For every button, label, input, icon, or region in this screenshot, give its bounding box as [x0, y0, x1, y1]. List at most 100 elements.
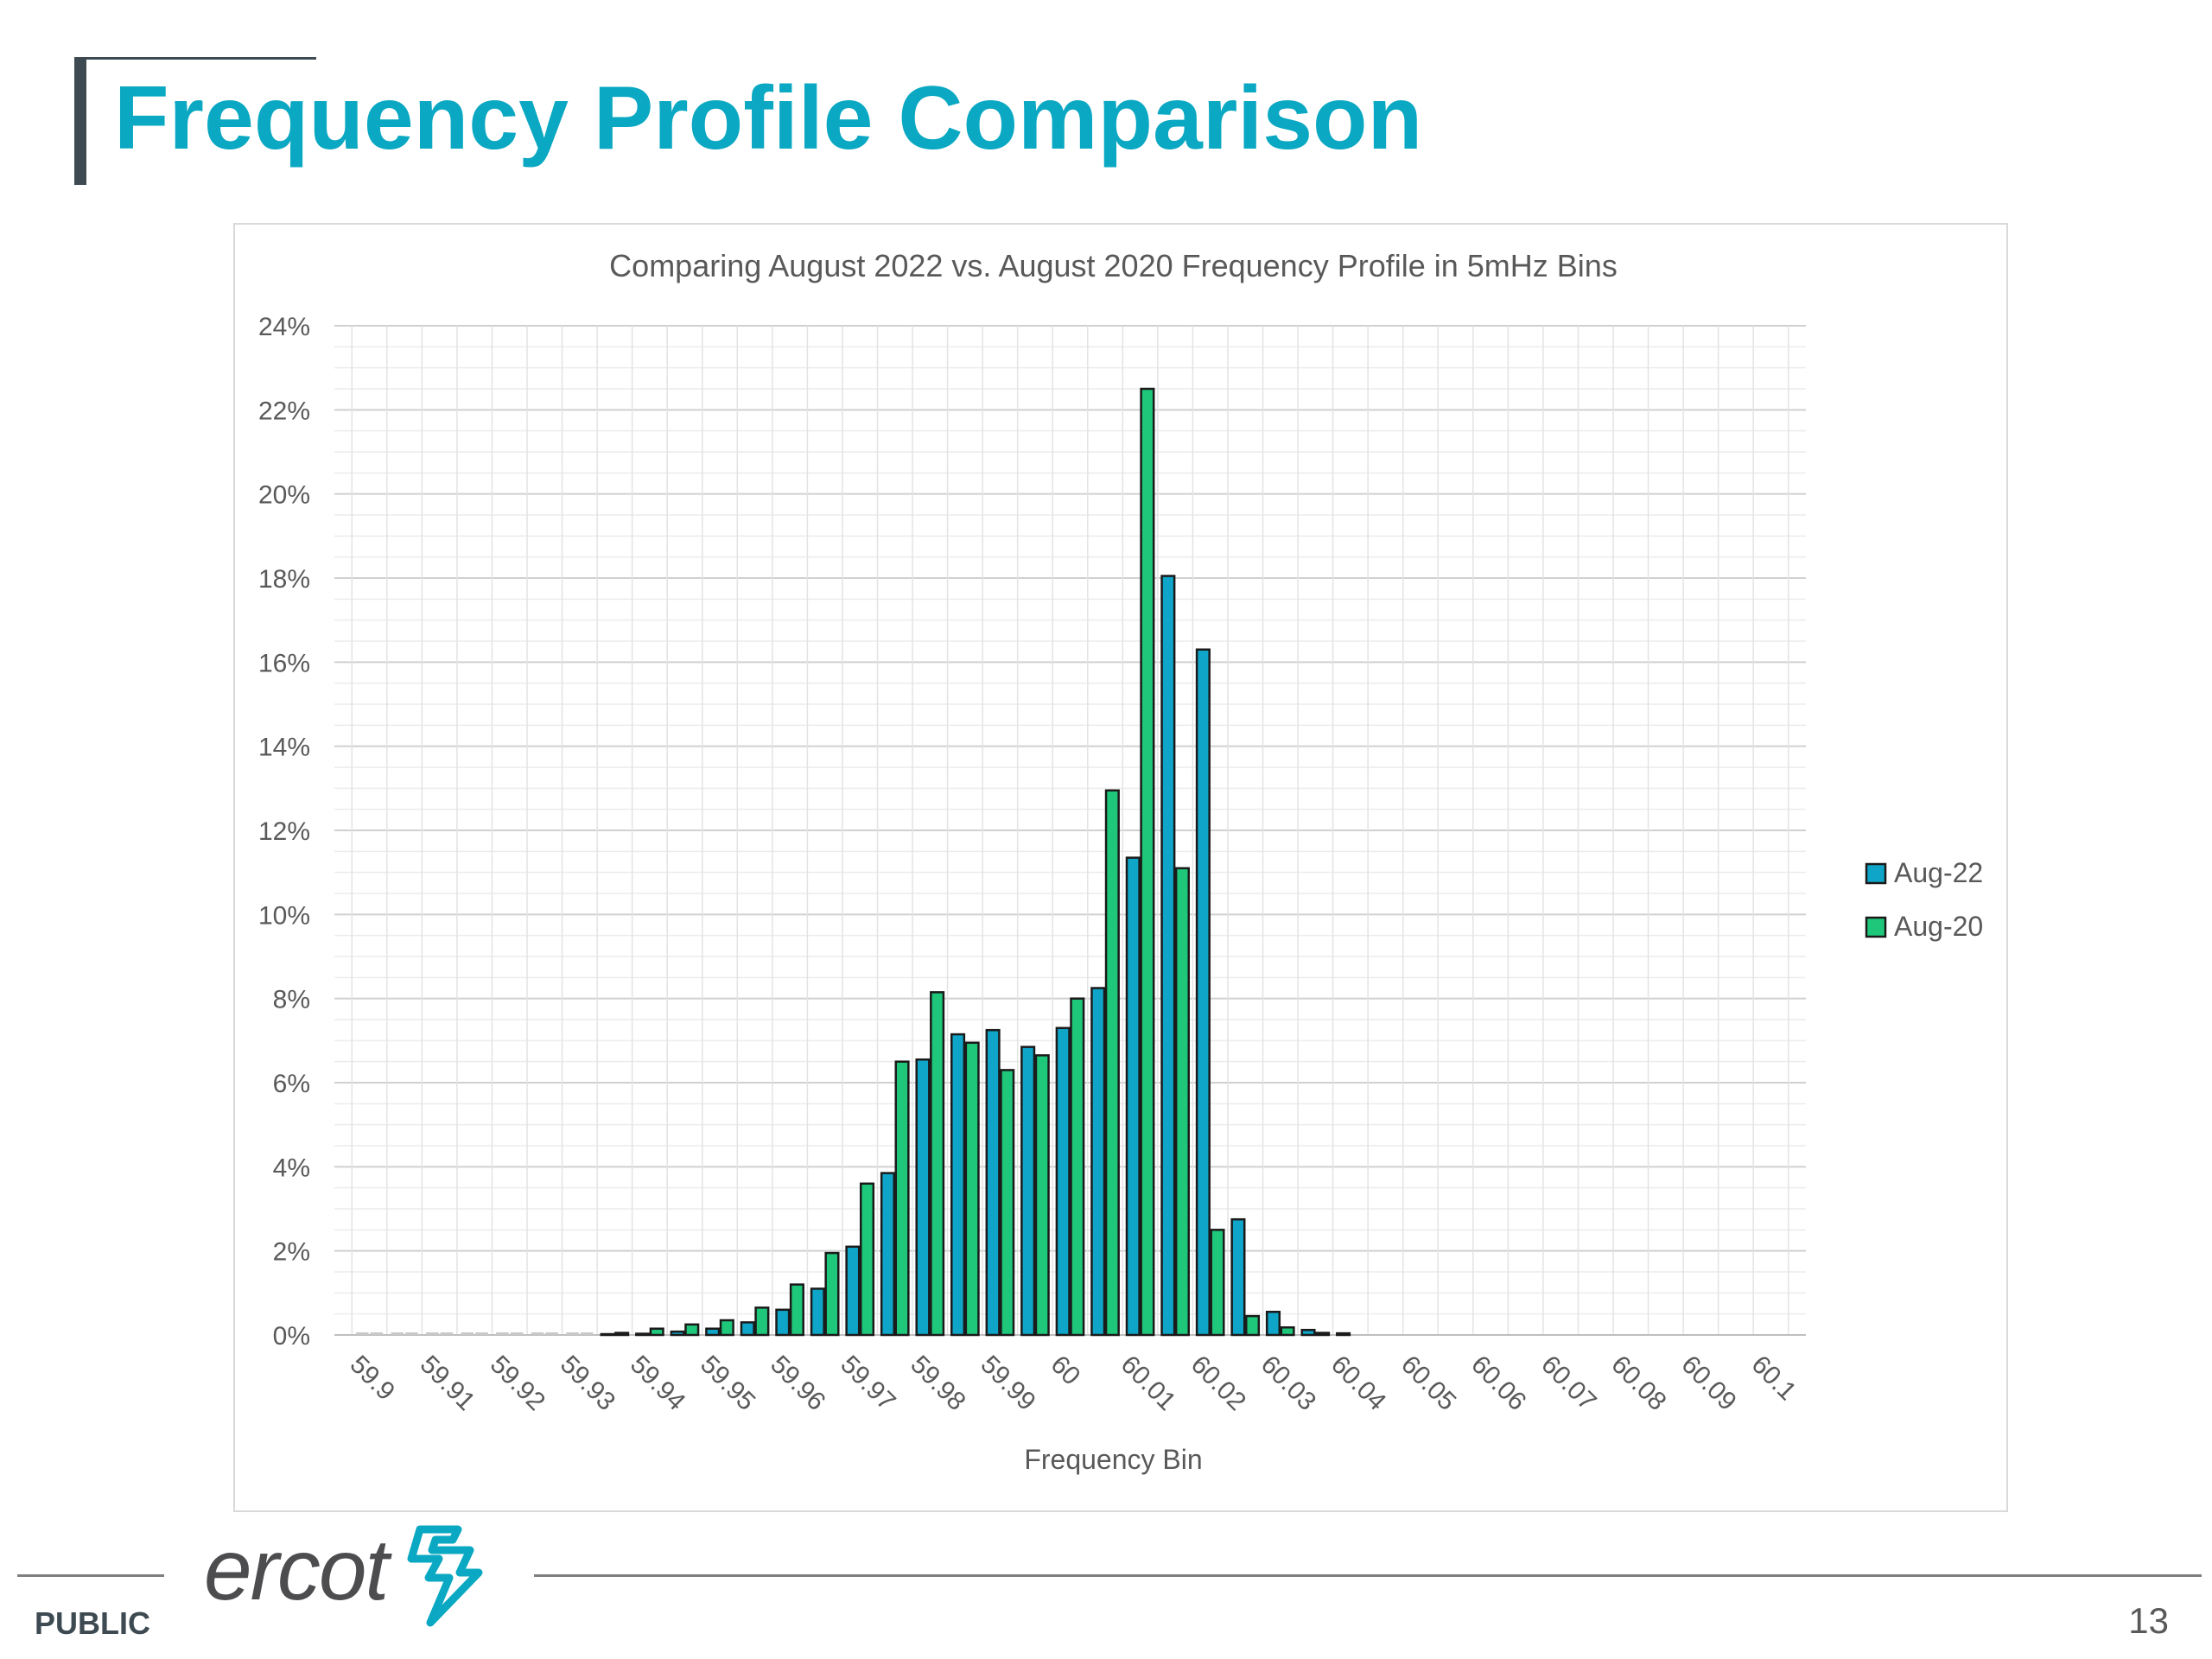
y-tick-label: 8% — [273, 986, 310, 1014]
chart-frame: 0% 2% 4% 6% 8% 10% 12% 14% 16% 18% 20% 22% 24% 59.9 59… — [233, 223, 2008, 1512]
bar-aug-20 — [545, 1332, 558, 1335]
bar-aug-22 — [355, 1332, 369, 1335]
title-accent-bar — [74, 57, 86, 185]
bar-aug-20 — [1070, 997, 1085, 1337]
footer-divider-right — [534, 1574, 2202, 1577]
y-tick-label: 20% — [258, 481, 310, 510]
bar-aug-22 — [1020, 1046, 1036, 1337]
chart-title: Comparing August 2022 vs. August 2020 Fr… — [609, 248, 1618, 283]
bar-aug-22 — [600, 1332, 615, 1337]
bar-aug-20 — [894, 1060, 910, 1337]
bar-aug-22 — [670, 1330, 685, 1337]
bar-aug-22 — [1055, 1027, 1071, 1337]
bar-aug-22 — [740, 1321, 755, 1337]
bar-aug-22 — [810, 1287, 825, 1337]
legend-label-aug-22: Aug-22 — [1894, 857, 1983, 888]
bar-aug-20 — [1034, 1054, 1050, 1337]
bar-aug-20 — [930, 991, 945, 1337]
x-tick-label: 59.98 — [905, 1351, 970, 1416]
bar-aug-22 — [635, 1332, 651, 1337]
legend-swatch-aug-22 — [1865, 862, 1887, 885]
bar-aug-22 — [1125, 856, 1141, 1337]
bar-aug-20 — [1244, 1314, 1261, 1337]
y-tick-label: 22% — [258, 397, 310, 425]
x-tick-label: 60.09 — [1675, 1351, 1741, 1416]
x-tick-label: 59.94 — [625, 1351, 690, 1416]
x-tick-label: 59.91 — [415, 1351, 480, 1416]
x-tick-label: 60.01 — [1116, 1351, 1181, 1416]
bar-aug-20 — [859, 1182, 875, 1337]
frequency-profile-chart: 0%2%4%6%8%10%12%14%16%18%20%22%24%59.9 59… — [258, 248, 1983, 1475]
bar-aug-22 — [1160, 575, 1176, 1337]
slide-title: Frequency Profile Comparison — [114, 68, 1423, 168]
x-tick-label: 60 — [1046, 1351, 1086, 1391]
bar-aug-22 — [1230, 1217, 1246, 1337]
x-tick-label: 59.92 — [485, 1351, 550, 1416]
y-tick-label: 18% — [258, 565, 310, 594]
page-number: 13 — [2128, 1600, 2169, 1641]
bar-aug-20 — [824, 1251, 840, 1337]
bar-aug-20 — [580, 1332, 594, 1335]
y-tick-label: 0% — [273, 1322, 310, 1351]
bar-aug-20 — [754, 1306, 770, 1337]
bar-aug-20 — [789, 1283, 804, 1337]
x-tick-label: 59.9 — [345, 1351, 401, 1407]
bar-aug-22 — [1195, 648, 1211, 1337]
bar-aug-22 — [531, 1332, 544, 1335]
bar-aug-20 — [1210, 1229, 1225, 1337]
title-accent-rule — [74, 57, 316, 60]
x-tick-label: 60.05 — [1395, 1351, 1461, 1416]
bar-aug-20 — [964, 1041, 980, 1337]
bar-aug-20 — [614, 1332, 630, 1337]
bar-aug-22 — [985, 1028, 1001, 1337]
footer-divider-left — [17, 1574, 164, 1577]
y-tick-label: 2% — [273, 1238, 310, 1267]
bar-aug-22 — [1336, 1332, 1351, 1337]
x-tick-label: 60.1 — [1746, 1351, 1802, 1407]
x-tick-label: 60.04 — [1325, 1351, 1391, 1416]
bar-aug-20 — [1174, 867, 1190, 1337]
bar-aug-22 — [915, 1058, 931, 1337]
x-tick-label: 60.03 — [1255, 1351, 1321, 1416]
bar-aug-22 — [705, 1327, 721, 1337]
bar-aug-20 — [1000, 1069, 1015, 1337]
bar-aug-22 — [775, 1308, 791, 1337]
bar-aug-22 — [391, 1332, 404, 1335]
bar-aug-20 — [719, 1319, 734, 1337]
bar-aug-22 — [461, 1332, 474, 1335]
y-tick-label: 12% — [258, 817, 310, 846]
bar-aug-22 — [496, 1332, 509, 1335]
y-tick-label: 14% — [258, 734, 310, 762]
bar-aug-20 — [440, 1332, 454, 1335]
bar-aug-20 — [405, 1332, 418, 1335]
bar-aug-22 — [845, 1245, 861, 1337]
y-tick-label: 24% — [258, 313, 310, 341]
bar-aug-22 — [426, 1332, 439, 1335]
legend-swatch-aug-20 — [1865, 916, 1887, 938]
footer-classification: PUBLIC — [35, 1605, 150, 1641]
x-tick-label: 60.06 — [1465, 1351, 1531, 1416]
y-tick-label: 10% — [258, 901, 310, 930]
y-tick-label: 16% — [258, 649, 310, 677]
bar-aug-20 — [1104, 789, 1120, 1337]
x-tick-label: 60.08 — [1605, 1351, 1671, 1416]
logo-wordmark: ercot — [204, 1522, 389, 1618]
x-tick-label: 59.93 — [555, 1351, 620, 1416]
x-tick-label: 60.02 — [1185, 1351, 1251, 1416]
bar-aug-20 — [649, 1327, 664, 1337]
bar-aug-22 — [1090, 987, 1106, 1337]
bar-aug-22 — [950, 1033, 966, 1337]
x-tick-label: 59.99 — [975, 1351, 1040, 1416]
x-tick-label: 59.97 — [835, 1351, 900, 1416]
bar-aug-20 — [684, 1323, 700, 1337]
legend-label-aug-20: Aug-20 — [1894, 911, 1983, 942]
x-axis-label: Frequency Bin — [1024, 1444, 1202, 1475]
bar-aug-22 — [566, 1332, 579, 1335]
bar-aug-22 — [1265, 1310, 1281, 1337]
y-tick-label: 6% — [273, 1070, 310, 1098]
x-tick-label: 60.07 — [1535, 1351, 1601, 1416]
bar-aug-20 — [1315, 1332, 1331, 1337]
bar-aug-20 — [1280, 1325, 1295, 1337]
bar-aug-20 — [510, 1332, 524, 1335]
bar-aug-20 — [475, 1332, 488, 1335]
